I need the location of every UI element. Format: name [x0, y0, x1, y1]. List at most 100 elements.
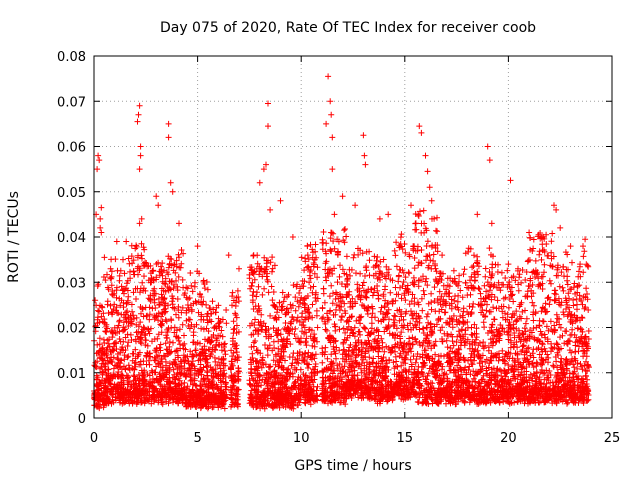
- data-point: [174, 287, 181, 294]
- data-point: [170, 295, 177, 302]
- data-point: [258, 364, 265, 371]
- data-point: [110, 365, 117, 372]
- data-point: [277, 385, 284, 392]
- data-point: [258, 326, 265, 333]
- data-point: [292, 307, 299, 314]
- data-point: [291, 380, 298, 387]
- data-point: [305, 365, 311, 371]
- data-point: [123, 397, 129, 404]
- data-point: [312, 351, 319, 358]
- data-point: [159, 311, 166, 317]
- data-point: [250, 271, 257, 278]
- data-point: [155, 295, 162, 302]
- data-point: [127, 383, 134, 390]
- data-point: [228, 347, 235, 354]
- data-point: [130, 257, 137, 264]
- data-point: [163, 334, 170, 341]
- data-point: [309, 314, 316, 321]
- data-point: [118, 379, 125, 386]
- data-point: [450, 267, 457, 274]
- data-point: [142, 259, 149, 266]
- data-point: [229, 302, 235, 309]
- data-point: [278, 336, 285, 343]
- data-point: [198, 325, 205, 332]
- data-point: [268, 333, 275, 340]
- data-point: [247, 381, 254, 387]
- data-point: [114, 355, 121, 362]
- data-point: [235, 298, 242, 305]
- data-point: [157, 373, 163, 380]
- data-point: [102, 277, 109, 284]
- data-point: [216, 319, 223, 326]
- data-point: [475, 285, 482, 292]
- data-point: [265, 364, 272, 371]
- data-point: [305, 256, 312, 263]
- data-point: [135, 271, 141, 278]
- data-point: [110, 399, 117, 406]
- data-point: [353, 270, 359, 277]
- data-point: [233, 399, 240, 406]
- data-point: [183, 284, 190, 291]
- data-points: [91, 73, 592, 412]
- data-point: [268, 283, 275, 290]
- data-point: [298, 335, 304, 342]
- data-point: [209, 298, 216, 305]
- data-point: [178, 391, 185, 398]
- data-point: [133, 399, 140, 405]
- data-point: [174, 365, 181, 372]
- data-point: [397, 234, 404, 241]
- data-point: [434, 214, 440, 221]
- data-point: [428, 290, 435, 297]
- data-point: [218, 379, 224, 386]
- data-point: [99, 318, 106, 325]
- data-point: [215, 302, 222, 309]
- data-point: [484, 279, 491, 286]
- data-point: [314, 274, 321, 281]
- data-point: [96, 354, 103, 361]
- data-point: [337, 262, 343, 269]
- data-point: [381, 286, 388, 293]
- data-point: [151, 354, 158, 361]
- data-point: [105, 383, 111, 390]
- data-point: [227, 387, 234, 394]
- data-point: [314, 264, 321, 271]
- data-point: [263, 327, 270, 334]
- data-point: [173, 333, 180, 340]
- data-point: [277, 378, 284, 385]
- data-point: [188, 360, 195, 367]
- data-point: [233, 299, 239, 306]
- data-point: [253, 293, 260, 300]
- data-point: [145, 388, 151, 395]
- data-point: [147, 262, 154, 269]
- data-point: [100, 310, 107, 317]
- data-point: [307, 333, 314, 340]
- data-point: [163, 318, 170, 325]
- data-point: [277, 393, 284, 400]
- data-point: [132, 346, 139, 353]
- data-point: [118, 357, 125, 364]
- data-point: [138, 240, 145, 247]
- data-point: [94, 383, 101, 390]
- data-point: [252, 389, 259, 396]
- data-point: [157, 394, 164, 401]
- data-point: [254, 260, 261, 267]
- data-point: [250, 403, 257, 410]
- data-point: [264, 276, 271, 283]
- data-point: [298, 314, 305, 320]
- data-point: [106, 358, 113, 365]
- data-point: [113, 304, 120, 311]
- data-point: [296, 339, 303, 346]
- data-point: [108, 372, 114, 379]
- data-point: [139, 305, 146, 312]
- data-point: [157, 381, 164, 388]
- data-point: [252, 338, 259, 344]
- data-point: [104, 298, 111, 305]
- data-point: [167, 286, 174, 293]
- data-point: [168, 388, 175, 394]
- data-point: [278, 348, 285, 355]
- data-point: [233, 349, 240, 356]
- data-point: [130, 312, 137, 319]
- data-point: [420, 287, 427, 294]
- data-point: [155, 317, 162, 324]
- data-point: [112, 329, 119, 336]
